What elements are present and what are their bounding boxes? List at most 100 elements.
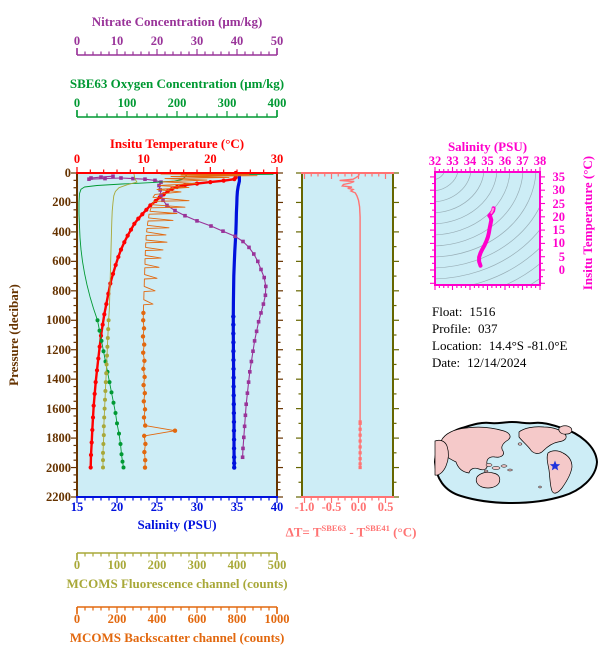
oxygen-axis bbox=[76, 110, 278, 118]
pressure-tick-labels-item: 2200 bbox=[46, 490, 71, 504]
delta-t-plot bbox=[296, 172, 399, 503]
salinity-tick-labels-item: 30 bbox=[190, 500, 204, 514]
ts-temperature-tick-labels-item: 15 bbox=[552, 223, 566, 238]
float-info-line: Location: 14.4°S -81.0°E bbox=[432, 337, 567, 354]
temperature-tick-labels-item: 0 bbox=[73, 152, 81, 166]
float-label: Float: bbox=[432, 304, 463, 319]
pressure-tick-labels-item: 1200 bbox=[46, 342, 71, 357]
ts-salinity-tick-labels-item: 35 bbox=[481, 154, 494, 168]
series-backscatter bbox=[140, 172, 274, 470]
float-info-block: Float: 1516 Profile: 037 Location: 14.4°S -… bbox=[432, 303, 567, 371]
pressure-tick-labels-item: 600 bbox=[52, 254, 71, 269]
fluorescence-axis bbox=[76, 552, 278, 560]
main-profile-plot bbox=[77, 173, 277, 497]
oxygen-axis-tick-labels-item: 100 bbox=[117, 96, 137, 110]
location-label: Location: bbox=[432, 338, 482, 353]
map-landmass bbox=[546, 450, 573, 494]
backscatter-axis-tick-labels-item: 0 bbox=[73, 612, 81, 626]
map-island bbox=[485, 463, 493, 467]
delta-label-sup-sbe63: SBE63 bbox=[321, 523, 347, 533]
nitrate-axis-tick-labels-item: 40 bbox=[230, 34, 244, 48]
nitrate-axis-tick-labels-item: 50 bbox=[270, 34, 284, 48]
map-island bbox=[538, 485, 542, 489]
location-value: 14.4°S -81.0°E bbox=[488, 338, 568, 353]
series-fluorescence bbox=[101, 172, 138, 470]
temperature-tick-labels-item: 10 bbox=[137, 152, 150, 166]
backscatter-axis-title: MCOMS Backscatter channel (counts) bbox=[69, 630, 285, 645]
float-info-line: Date: 12/14/2024 bbox=[432, 354, 567, 371]
nitrate-axis-tick-labels-item: 10 bbox=[110, 34, 124, 48]
temperature-tick-labels-item: 20 bbox=[204, 152, 217, 166]
oxygen-axis-tick-labels-item: 200 bbox=[167, 96, 187, 110]
map-landmass bbox=[434, 439, 449, 476]
pressure-tick-labels-item: 1400 bbox=[46, 372, 71, 387]
float-location-marker bbox=[549, 460, 561, 471]
map-landmass bbox=[558, 425, 573, 435]
map-island bbox=[483, 469, 489, 473]
series-temperature bbox=[88, 170, 238, 470]
float-info-line: Profile: 037 bbox=[432, 320, 567, 337]
temperature-tick-labels-item: 30 bbox=[270, 152, 284, 166]
profile-label: Profile: bbox=[432, 321, 471, 336]
oxygen-axis-title: SBE63 Oxygen Concentration (μm/kg) bbox=[69, 76, 285, 91]
salinity-tick-labels-item: 20 bbox=[110, 500, 124, 514]
fluorescence-axis-tick-labels-item: 400 bbox=[227, 558, 247, 572]
float-value: 1516 bbox=[469, 304, 496, 319]
backscatter-axis-tick-labels-item: 200 bbox=[107, 612, 127, 626]
temperature-axis-title: Insitu Temperature (°C) bbox=[109, 136, 245, 151]
nitrate-axis-title: Nitrate Concentration (μm/kg) bbox=[91, 14, 263, 29]
pressure-tick-labels-item: 1000 bbox=[46, 313, 71, 328]
ts-temperature-tick-labels-item: 25 bbox=[552, 196, 566, 211]
ts-salinity-tick-labels-item: 32 bbox=[428, 154, 442, 168]
map-island bbox=[507, 468, 513, 472]
map-island bbox=[500, 464, 508, 468]
backscatter-axis-tick-labels-item: 1000 bbox=[264, 612, 290, 626]
oxygen-axis-tick-labels-item: 400 bbox=[267, 96, 287, 110]
ts-temperature-tick-labels-item: 0 bbox=[558, 263, 565, 277]
main-plot-frame bbox=[71, 167, 283, 503]
salinity-tick-labels-item: 35 bbox=[230, 500, 244, 514]
pressure-tick-labels-item: 2000 bbox=[46, 460, 71, 475]
delta-label-sup-sbe41: SBE41 bbox=[365, 523, 390, 533]
delta-tick-labels-item: -0.5 bbox=[321, 500, 342, 514]
map-landmass bbox=[475, 471, 501, 489]
ts-salinity-tick-labels-item: 36 bbox=[498, 154, 512, 168]
backscatter-axis-tick-labels-item: 800 bbox=[227, 612, 247, 626]
fluorescence-axis-title: MCOMS Fluorescence channel (counts) bbox=[66, 576, 288, 591]
delta-tick-labels-item: -1.0 bbox=[294, 500, 315, 514]
map-landmass bbox=[518, 426, 567, 454]
ts-diagram bbox=[430, 167, 545, 290]
profile-value: 037 bbox=[478, 321, 498, 336]
delta-label-part: ΔT= T bbox=[285, 524, 322, 540]
ts-plot-title: Salinity (PSU) bbox=[447, 139, 528, 154]
float-info-line: Float: 1516 bbox=[432, 303, 567, 320]
ts-temperature-tick-labels-item: 30 bbox=[552, 183, 566, 198]
salinity-tick-labels-item: 40 bbox=[270, 500, 284, 514]
ts-temperature-tick-labels-item: 35 bbox=[552, 169, 566, 184]
salinity-tick-labels-item: 25 bbox=[150, 500, 164, 514]
map-island bbox=[491, 466, 501, 470]
delta-tick-labels-item: 0.5 bbox=[377, 500, 394, 514]
nitrate-axis-tick-labels-item: 30 bbox=[190, 34, 204, 48]
world-map bbox=[433, 420, 599, 505]
date-label: Date: bbox=[432, 355, 461, 370]
nitrate-axis-tick-labels-item: 0 bbox=[73, 34, 81, 48]
fluorescence-axis-tick-labels-item: 200 bbox=[147, 558, 167, 572]
map-island bbox=[517, 442, 523, 446]
backscatter-axis-tick-labels-item: 400 bbox=[147, 612, 167, 626]
series-salinity bbox=[231, 173, 241, 470]
date-value: 12/14/2024 bbox=[467, 355, 527, 370]
delta-tick-labels-item: 0.0 bbox=[350, 500, 367, 514]
ts-salinity-tick-labels-item: 38 bbox=[533, 154, 547, 168]
ts-temperature-tick-labels-item: 20 bbox=[552, 209, 566, 224]
ts-salinity-tick-labels-item: 33 bbox=[446, 154, 459, 168]
nitrate-axis-tick-labels-item: 20 bbox=[150, 34, 164, 48]
pressure-axis-label: Pressure (decibar) bbox=[6, 284, 21, 386]
oxygen-axis-tick-labels-item: 0 bbox=[73, 96, 81, 110]
fluorescence-axis-tick-labels-item: 300 bbox=[187, 558, 207, 572]
delta-label-part: (°C) bbox=[389, 524, 417, 540]
delta-t-axis-label: ΔT= TSBE63 - TSBE41 (°C) bbox=[263, 523, 439, 540]
map-landmass bbox=[440, 426, 511, 474]
